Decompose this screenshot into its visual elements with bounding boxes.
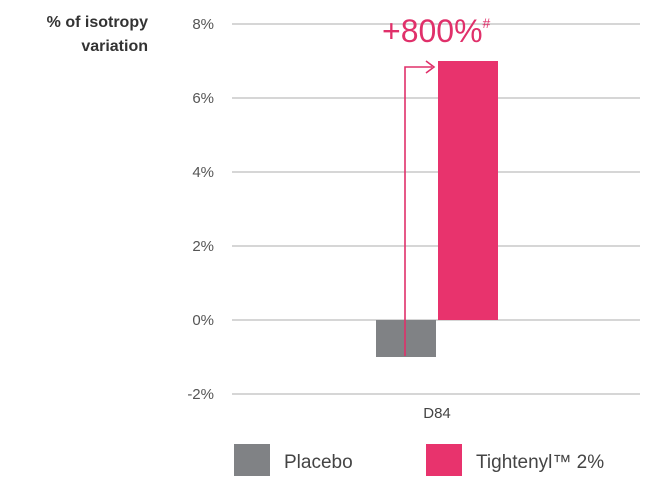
bars — [376, 61, 498, 357]
annotation-text: +800%# — [382, 13, 491, 49]
x-category-labels: D84 — [423, 405, 451, 422]
y-axis-label-line-2: variation — [81, 38, 148, 55]
y-tick-label: 4% — [192, 164, 214, 181]
y-tick-label: 8% — [192, 16, 214, 33]
y-axis-label: % of isotropy variation — [47, 14, 148, 55]
growth-arrow — [404, 60, 436, 356]
y-tick-labels: 8% 6% 4% 2% 0% -2% — [187, 16, 214, 403]
y-tick-label: 2% — [192, 238, 214, 255]
legend-swatch-placebo — [234, 444, 270, 476]
y-tick-label: -2% — [187, 386, 214, 403]
legend-label-tightenyl: Tightenyl™ 2% — [476, 452, 604, 473]
bar-placebo — [376, 320, 436, 357]
arrow-line — [404, 66, 432, 356]
legend: Placebo Tightenyl™ 2% — [234, 444, 604, 476]
legend-label-placebo: Placebo — [284, 452, 353, 473]
bar-tightenyl — [438, 61, 498, 320]
annotation: +800%# — [382, 13, 491, 49]
annotation-superscript: # — [483, 15, 491, 31]
x-category-label: D84 — [423, 405, 451, 422]
y-tick-label: 6% — [192, 90, 214, 107]
arrow-head — [425, 60, 436, 74]
legend-swatch-tightenyl — [426, 444, 462, 476]
y-tick-label: 0% — [192, 312, 214, 329]
annotation-value: +800% — [382, 13, 483, 49]
y-axis-label-line-1: % of isotropy — [47, 14, 148, 31]
